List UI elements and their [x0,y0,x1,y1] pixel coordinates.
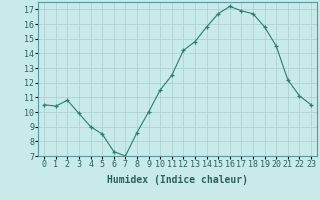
X-axis label: Humidex (Indice chaleur): Humidex (Indice chaleur) [107,175,248,185]
